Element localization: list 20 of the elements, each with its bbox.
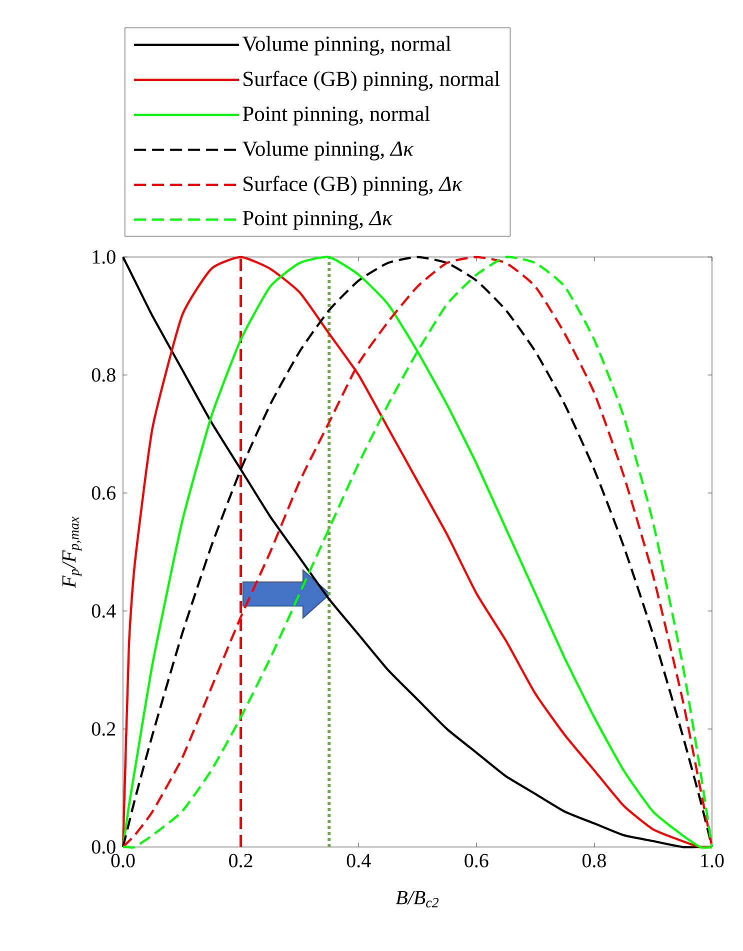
y-tick-label: 0.2 [92, 722, 116, 736]
y-tick-label: 0.6 [92, 486, 116, 500]
legend-label: Volume pinning, normal [242, 36, 451, 56]
y-tick-label: 0.8 [92, 368, 116, 382]
y-tick-label: 1.0 [92, 250, 116, 264]
legend-label: Surface (GB) pinning, Δκ [244, 176, 462, 196]
y-axis-title: F$_{p}$/F$_{p,max}$ [62, 516, 82, 588]
x-axis-title: B/B$_{c2}$ [396, 890, 439, 908]
y-tick-label: 0.4 [92, 604, 116, 618]
legend-label: Point pinning, normal [242, 106, 430, 126]
x-tick-label: 0.6 [464, 854, 488, 868]
x-tick-label: 1.0 [701, 854, 724, 868]
legend-label: Surface (GB) pinning, normal [244, 70, 500, 91]
legend-label: Volume pinning, Δκ [242, 140, 414, 160]
x-tick-label: 0.2 [229, 854, 252, 868]
x-tick-label: 0.8 [582, 854, 606, 868]
x-tick-label: 0.4 [346, 854, 371, 868]
y-tick-label: 0.0 [92, 840, 116, 854]
x-tick-label: 0.0 [111, 854, 135, 868]
legend-label: Point pinning, Δκ [242, 210, 393, 230]
